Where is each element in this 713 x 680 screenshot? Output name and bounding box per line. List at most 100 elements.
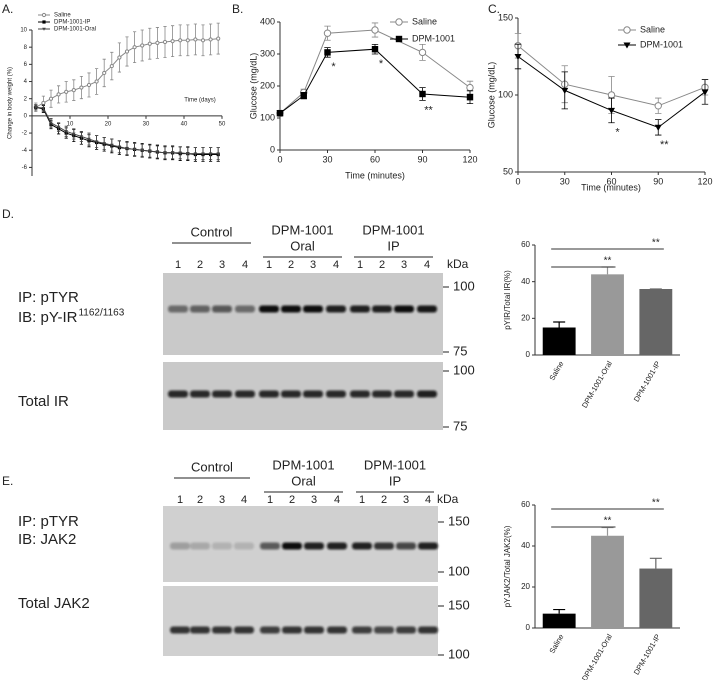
panel-letter: A. — [2, 2, 13, 16]
blot-band — [259, 305, 279, 313]
lane-label: 3 — [310, 259, 316, 271]
x-tick-label: DPM-1001-Oral — [580, 359, 614, 409]
blot-band — [374, 626, 394, 634]
y-tick-label: 400 — [260, 16, 275, 26]
data-point — [216, 36, 221, 41]
blot-band — [396, 542, 416, 550]
y-tick-label: 50 — [503, 166, 513, 176]
unit-label: kDa — [437, 492, 459, 506]
data-point — [418, 48, 427, 57]
y-tick-label: 40 — [521, 277, 530, 286]
lane-label: 1 — [359, 494, 365, 506]
marker-label: 75 — [453, 343, 467, 358]
panel-letter: B. — [232, 2, 243, 16]
error-bar — [553, 608, 566, 614]
blot-band — [417, 305, 437, 313]
data-point — [124, 49, 130, 54]
y-tick-label: -4 — [22, 148, 28, 154]
panel-letter: D. — [2, 207, 14, 221]
y-tick-label: 4 — [24, 79, 28, 85]
data-point — [607, 107, 616, 114]
probe-label: Total JAK2 — [18, 595, 90, 612]
blot-band — [170, 542, 190, 550]
data-point — [49, 121, 53, 125]
blot-band — [352, 626, 372, 634]
blot-band — [235, 305, 255, 313]
x-tick-label: DPM-1001-IP — [632, 359, 663, 403]
blot-band — [372, 390, 392, 398]
data-point — [147, 41, 152, 46]
data-point — [466, 94, 474, 101]
blot-band — [212, 542, 232, 550]
blot-band — [326, 305, 346, 313]
marker-label: 100 — [453, 362, 475, 377]
blot-band — [190, 626, 210, 634]
blot-band — [418, 626, 438, 634]
y-tick-label: 20 — [521, 582, 530, 591]
blot-band — [352, 542, 372, 550]
lane-label: 1 — [177, 494, 183, 506]
y-tick-label: 300 — [260, 48, 275, 58]
data-point — [323, 29, 332, 37]
x-tick-label: DPM-1001-IP — [632, 632, 663, 676]
blot-band — [212, 305, 232, 313]
y-tick-label: 100 — [260, 112, 275, 122]
data-point — [193, 37, 198, 42]
legend-marker — [395, 35, 403, 43]
lane-label: 4 — [333, 259, 339, 271]
data-point — [466, 83, 474, 92]
lane-label: 2 — [197, 494, 203, 506]
data-point — [34, 106, 38, 110]
x-tick-label: 40 — [181, 122, 188, 128]
data-point — [132, 45, 137, 50]
data-point — [102, 142, 106, 146]
y-tick-label: 40 — [521, 541, 530, 550]
legend-label: DPM-1001-IP — [54, 20, 90, 26]
blot-band — [304, 626, 324, 634]
blot-band — [190, 542, 210, 550]
y-axis-label: Glucose (mg/dL) — [248, 53, 258, 120]
group-label: Control — [191, 224, 233, 239]
y-tick-label: 0 — [24, 113, 28, 119]
error-bar — [649, 557, 662, 569]
x-tick-label: 30 — [560, 177, 570, 187]
blot-band — [212, 626, 232, 634]
legend-marker — [41, 12, 47, 18]
lane-label: 1 — [357, 259, 363, 271]
blot-band — [260, 542, 280, 550]
probe-label: IB: JAK2 — [18, 531, 76, 548]
y-tick-label: 0 — [526, 623, 531, 632]
y-tick-label: 0 — [526, 350, 531, 359]
y-tick-label: 6 — [24, 62, 28, 68]
x-axis-label: Time (days) — [184, 98, 215, 104]
data-point — [419, 90, 426, 98]
data-point — [125, 147, 129, 151]
lane-label: 3 — [403, 494, 409, 506]
data-point — [87, 137, 91, 141]
data-point — [607, 91, 616, 99]
y-tick-label: 200 — [260, 80, 275, 90]
blot-band — [372, 305, 392, 313]
error-bar — [553, 321, 566, 328]
x-tick-label: 90 — [653, 177, 663, 187]
data-point — [371, 26, 379, 34]
y-tick-label: -6 — [22, 165, 28, 171]
blot-band — [394, 390, 414, 398]
x-tick-label: 50 — [219, 122, 226, 128]
legend-label: Saline — [640, 24, 665, 34]
significance: ** — [424, 104, 433, 116]
data-point — [64, 89, 69, 94]
lane-label: 1 — [266, 259, 272, 271]
legend-label: Saline — [54, 13, 71, 19]
x-tick-label: 90 — [417, 155, 427, 165]
data-point — [654, 124, 662, 131]
x-tick-label: Saline — [547, 359, 565, 382]
group-label: DPM-1001 — [272, 457, 334, 472]
marker-label: 100 — [448, 646, 470, 661]
data-point — [110, 143, 114, 147]
legend-label: DPM-1001 — [412, 33, 455, 43]
blot-band — [235, 390, 255, 398]
probe-label: IB: pY-IR — [18, 309, 78, 326]
lane-label: 4 — [425, 494, 431, 506]
legend-label: Saline — [412, 16, 437, 26]
